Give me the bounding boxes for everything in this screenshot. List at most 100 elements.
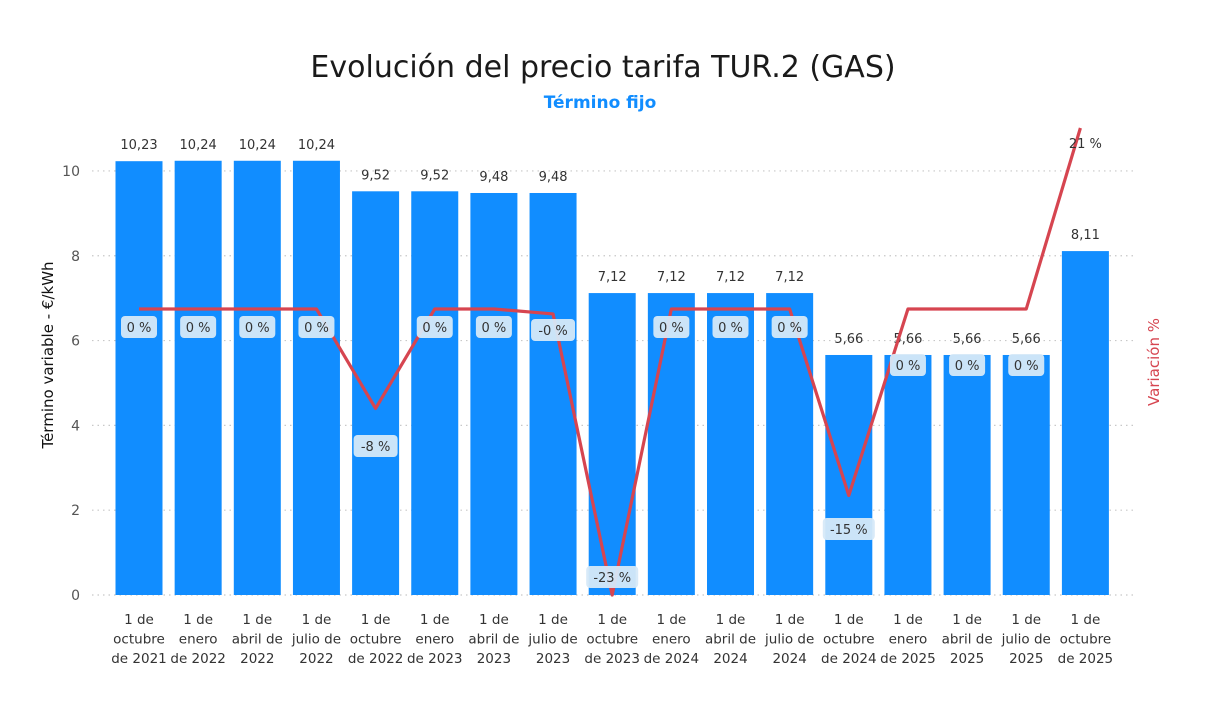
- variation-label: 0 %: [482, 321, 507, 336]
- bar: [707, 293, 754, 595]
- y-tick-label: 8: [71, 249, 80, 265]
- bar: [470, 192, 518, 596]
- y-tick-label: 10: [62, 164, 80, 180]
- bar-value-label: 9,48: [539, 170, 568, 185]
- x-tick-label: 1 de enero de 2024: [644, 612, 700, 667]
- y-axis-ticks: 0 2 4 6 8 10: [62, 164, 80, 604]
- variation-label-bg: [475, 316, 512, 338]
- variation-label-bg: [586, 566, 639, 588]
- variation-labels: 0 % 0 % 0 % 0 % -8 % 0 % 0 % -0 % -23 % 0 % 0 % 0 %…: [121, 137, 1102, 588]
- bar-value-label: 7,12: [598, 270, 627, 285]
- bar-value-label: 9,48: [479, 170, 508, 185]
- variation-label: 0 %: [245, 321, 270, 336]
- bar-value-label: 9,52: [420, 168, 449, 183]
- variation-label: -8 %: [361, 440, 390, 455]
- variation-label: 0 %: [777, 321, 802, 336]
- x-tick-label: 1 de octubre de 2024: [821, 612, 877, 667]
- variation-label: 0 %: [659, 321, 684, 336]
- bar: [292, 160, 340, 595]
- y-axis-label: Término variable - €/kWh: [39, 261, 57, 449]
- variation-label-bg: [771, 316, 808, 338]
- variation-label: -15 %: [830, 523, 868, 538]
- x-tick-label: 1 de octubre de 2021: [111, 612, 167, 667]
- y-tick-label: 6: [71, 334, 80, 350]
- variation-line: [139, 127, 1082, 597]
- bar: [1061, 251, 1109, 595]
- chart-title: Evolución del precio tarifa TUR.2 (GAS): [310, 50, 895, 85]
- bar-value-label: 7,12: [716, 270, 745, 285]
- variation-label-bg: [531, 319, 576, 341]
- x-tick-label: 1 de abril de 2025: [942, 612, 993, 667]
- variation-label: 0 %: [718, 321, 743, 336]
- chart-subtitle: Término fijo: [544, 93, 657, 113]
- variation-label: -0 %: [538, 324, 567, 339]
- x-tick-label: 1 de julio de 2022: [291, 612, 341, 667]
- variation-label: -23 %: [593, 571, 631, 586]
- bar: [588, 293, 636, 595]
- y-tick-label: 2: [71, 503, 80, 519]
- x-tick-label: 1 de julio de 2024: [764, 612, 814, 667]
- bar-value-label: 10,24: [239, 138, 276, 153]
- variation-label-bg: [822, 518, 875, 540]
- variation-label-bg: [1008, 354, 1045, 376]
- bar-value-labels: 10,23 10,24 10,24 10,24 9,52 9,52 9,48 9,48 7,12…: [120, 138, 1099, 347]
- bar-value-label: 5,66: [953, 332, 982, 347]
- x-tick-label: 1 de julio de 2025: [1001, 612, 1051, 667]
- variation-label: 0 %: [186, 321, 211, 336]
- variation-label-bg: [298, 316, 335, 338]
- bar: [647, 293, 695, 595]
- x-tick-label: 1 de octubre de 2022: [348, 612, 404, 667]
- variation-label-bg: [121, 316, 157, 338]
- bar-value-label: 5,66: [1012, 332, 1041, 347]
- variation-label: 0 %: [304, 321, 329, 336]
- y-tick-label: 4: [71, 418, 80, 434]
- bar-value-label: 7,12: [775, 270, 804, 285]
- variation-label: 0 %: [422, 321, 447, 336]
- bar-value-label: 10,24: [298, 138, 335, 153]
- bar: [1002, 354, 1050, 595]
- x-tick-label: 1 de enero de 2023: [407, 612, 463, 667]
- bar: [233, 160, 281, 595]
- bar: [825, 354, 873, 595]
- variation-label-bg: [712, 316, 749, 338]
- x-tick-label: 1 de abril de 2023: [468, 612, 519, 667]
- bar-value-label: 7,12: [657, 270, 686, 285]
- x-tick-label: 1 de abril de 2022: [232, 612, 283, 667]
- bar: [943, 354, 991, 595]
- variation-label: 0 %: [896, 359, 921, 374]
- variation-series-line: [139, 127, 1082, 597]
- bar-value-label: 8,11: [1071, 228, 1100, 243]
- x-tick-label: 1 de octubre de 2025: [1058, 612, 1114, 667]
- x-tick-label: 1 de abril de 2024: [705, 612, 756, 667]
- bar: [115, 161, 163, 595]
- bars: [115, 160, 1109, 596]
- bar: [174, 160, 222, 595]
- variation-label: 0 %: [127, 321, 152, 336]
- variation-label-bg: [949, 354, 986, 376]
- y2-axis-label: Variación %: [1145, 318, 1163, 406]
- variation-label-bg: [889, 354, 926, 376]
- y-tick-label: 0: [71, 588, 80, 604]
- bar-value-label: 10,23: [120, 138, 157, 153]
- variation-label-bg: [653, 316, 690, 338]
- variation-label-bg: [239, 316, 276, 338]
- bar: [884, 354, 932, 595]
- bar-value-label: 10,24: [180, 138, 217, 153]
- variation-label-bg: [180, 316, 217, 338]
- x-tick-label: 1 de julio de 2023: [527, 612, 577, 667]
- x-tick-label: 1 de octubre de 2023: [584, 612, 640, 667]
- x-tick-label: 1 de enero de 2025: [880, 612, 936, 667]
- variation-label-bg: [416, 316, 453, 338]
- x-tick-label: 1 de enero de 2022: [170, 612, 226, 667]
- variation-label: 21 %: [1069, 137, 1102, 152]
- bar: [766, 293, 814, 595]
- bar-value-label: 9,52: [361, 168, 390, 183]
- bar-value-label: 5,66: [834, 332, 863, 347]
- variation-label: 0 %: [1014, 359, 1039, 374]
- bar: [411, 191, 459, 596]
- variation-label-bg: [353, 435, 398, 457]
- variation-label: 0 %: [955, 359, 980, 374]
- bar: [352, 191, 400, 596]
